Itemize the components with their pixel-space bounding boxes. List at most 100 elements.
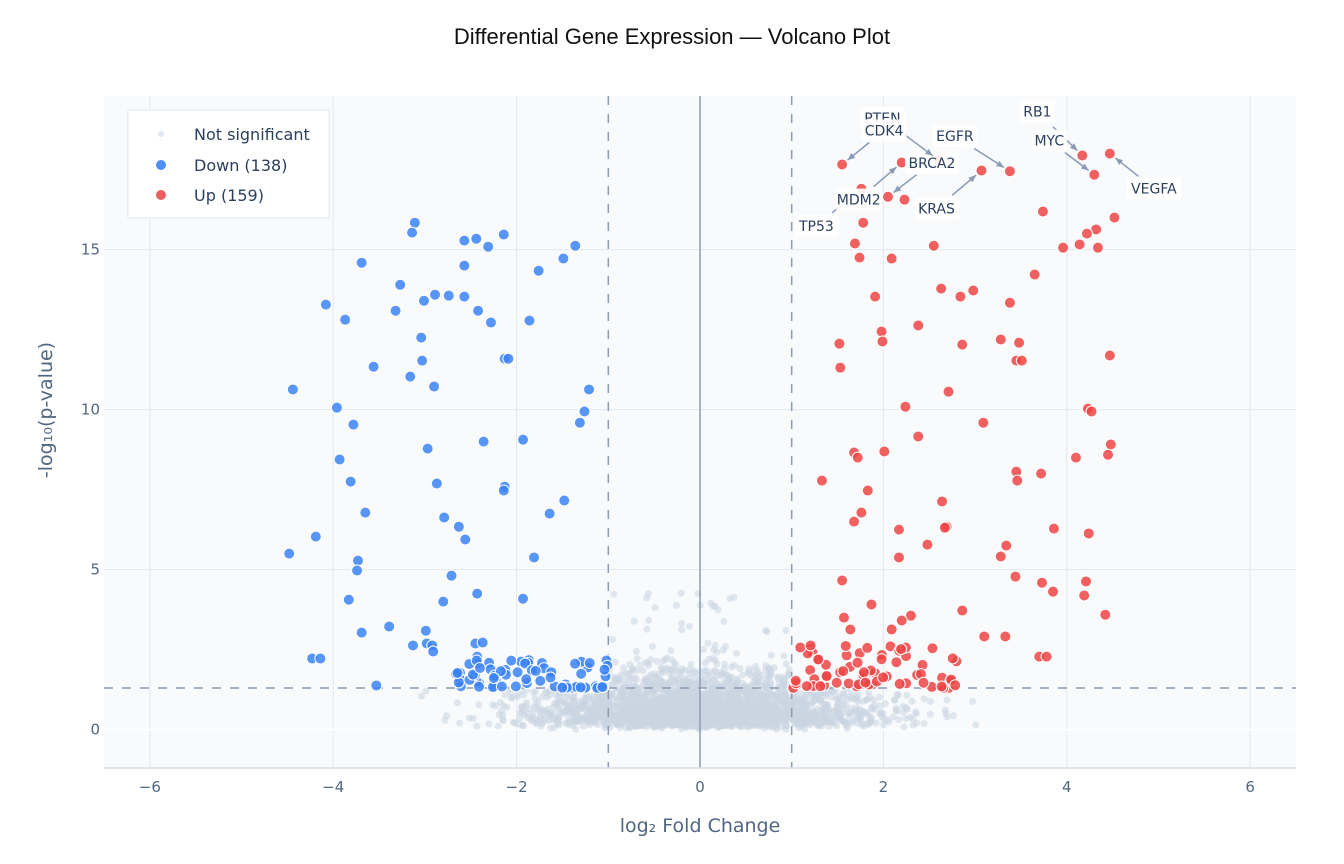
point-not-significant	[546, 724, 554, 732]
point-down	[458, 234, 471, 247]
point-not-significant	[602, 705, 610, 713]
series-up	[787, 147, 1121, 694]
point-not-significant	[621, 681, 629, 689]
point-down	[544, 671, 557, 684]
point-up	[1015, 354, 1028, 367]
point-not-significant	[845, 713, 853, 721]
point-not-significant	[785, 702, 793, 710]
arrowhead-icon	[893, 185, 902, 193]
point-not-significant	[619, 664, 627, 672]
point-not-significant	[633, 655, 641, 663]
point-up	[1047, 522, 1060, 535]
point-not-significant	[721, 665, 729, 673]
point-not-significant	[609, 694, 617, 702]
point-not-significant	[521, 711, 529, 719]
point-not-significant	[579, 722, 587, 730]
point-up	[1069, 451, 1082, 464]
point-up	[921, 538, 934, 551]
point-down	[351, 564, 364, 577]
point-not-significant	[681, 706, 689, 714]
point-not-significant	[733, 680, 741, 688]
point-down	[442, 289, 455, 302]
point-not-significant	[658, 668, 666, 676]
annotation-label-bg	[904, 151, 959, 174]
point-not-significant	[773, 720, 781, 728]
point-not-significant	[736, 717, 744, 725]
point-not-significant	[672, 666, 680, 674]
point-not-significant	[558, 697, 566, 705]
point-up	[927, 239, 940, 252]
point-down	[458, 259, 471, 272]
point-up	[994, 550, 1007, 563]
point-not-significant	[782, 627, 790, 635]
x-tick-label: −6	[139, 778, 161, 796]
legend-label-up[interactable]: Up (159)	[194, 186, 264, 205]
point-down	[532, 264, 545, 277]
point-not-significant	[651, 673, 659, 681]
point-not-significant	[742, 682, 750, 690]
point-not-significant	[753, 666, 761, 674]
point-not-significant	[909, 721, 917, 729]
point-not-significant	[645, 616, 653, 624]
point-not-significant	[700, 667, 708, 675]
point-not-significant	[639, 667, 647, 675]
point-not-significant	[544, 705, 552, 713]
point-down	[394, 278, 407, 291]
point-up	[1078, 589, 1091, 602]
legend-label-down[interactable]: Down (138)	[194, 156, 287, 175]
point-up	[1088, 168, 1101, 181]
point-not-significant	[809, 707, 817, 715]
point-up	[936, 495, 949, 508]
arrowhead-icon	[847, 153, 856, 161]
annotation-label: TP53	[798, 219, 834, 235]
point-down	[505, 654, 518, 667]
legend-label-not-significant[interactable]: Not significant	[194, 125, 310, 144]
point-not-significant	[870, 696, 878, 704]
point-up	[935, 680, 948, 693]
point-down	[472, 680, 485, 693]
point-up	[999, 630, 1012, 643]
point-not-significant	[641, 658, 649, 666]
point-down	[497, 484, 510, 497]
point-down	[355, 626, 368, 639]
point-not-significant	[651, 604, 659, 612]
point-down	[558, 494, 571, 507]
point-down	[578, 405, 591, 418]
point-not-significant	[711, 641, 719, 649]
point-not-significant	[893, 707, 901, 715]
point-down	[529, 664, 542, 677]
point-down	[598, 663, 611, 676]
point-down	[344, 475, 357, 488]
point-down	[497, 228, 510, 241]
point-not-significant	[574, 705, 582, 713]
point-down	[437, 595, 450, 608]
point-down	[367, 360, 380, 373]
point-not-significant	[645, 706, 653, 714]
y-tick-label: 0	[90, 721, 100, 739]
point-up	[857, 216, 870, 229]
point-not-significant	[744, 668, 752, 676]
point-up	[1085, 405, 1098, 418]
point-down	[583, 383, 596, 396]
point-up	[954, 290, 967, 303]
point-up	[834, 361, 847, 374]
point-not-significant	[848, 719, 856, 727]
point-not-significant	[533, 719, 541, 727]
point-up	[836, 574, 849, 587]
point-up	[1035, 467, 1048, 480]
point-down	[330, 401, 343, 414]
annotation-label-bg	[932, 125, 978, 148]
point-down	[415, 331, 428, 344]
point-up	[892, 551, 905, 564]
point-not-significant	[672, 661, 680, 669]
point-not-significant	[609, 636, 617, 644]
point-not-significant	[751, 688, 759, 696]
point-not-significant	[711, 667, 719, 675]
point-down	[429, 288, 442, 301]
point-not-significant	[794, 724, 802, 732]
point-up	[839, 639, 852, 652]
point-not-significant	[972, 721, 980, 729]
point-up	[1000, 539, 1013, 552]
point-not-significant	[726, 595, 734, 603]
point-not-significant	[610, 590, 618, 598]
